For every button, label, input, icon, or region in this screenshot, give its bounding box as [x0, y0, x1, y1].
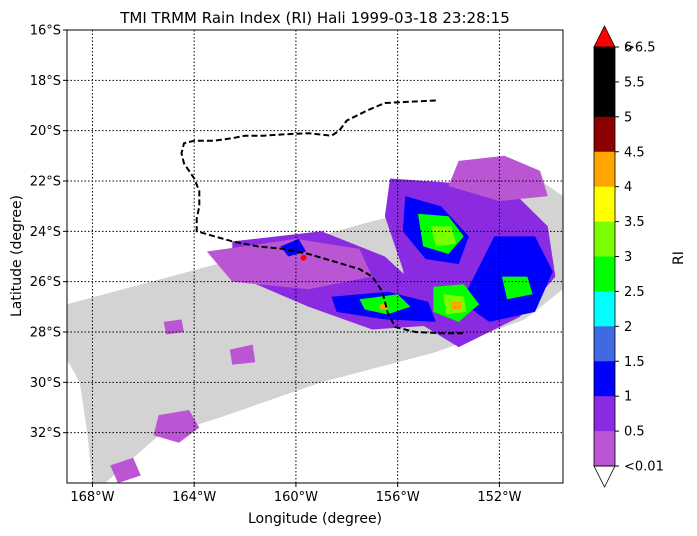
x-tick-label: 156°W [376, 490, 420, 505]
storm-track [180, 99, 467, 335]
y-tick-label: 20°S [30, 124, 61, 139]
x-axis-ticks: 168°W 164°W 160°W 156°W 152°W [70, 483, 522, 505]
colorbar-segment [594, 291, 615, 327]
plot-frame [66, 29, 564, 484]
rain-region [153, 410, 200, 443]
x-tick-label: 160°W [274, 490, 318, 505]
colorbar-label: 4 [624, 180, 632, 195]
colorbar-label: 5 [624, 110, 632, 125]
rain-region [229, 344, 256, 365]
y-tick-label: 28°S [30, 326, 61, 341]
rain-layer [110, 155, 556, 483]
colorbar-label: 0.5 [624, 425, 645, 440]
y-tick-label: 26°S [30, 275, 61, 290]
chart-title: TMI TRMM Rain Index (RI) Hali 1999-03-18… [119, 9, 510, 27]
colorbar-label: 5.5 [624, 75, 645, 90]
colorbar-segment [594, 396, 615, 432]
rain-region [110, 457, 141, 483]
track-layer [180, 99, 467, 335]
storm-position-marker [300, 254, 307, 261]
y-tick-label: 24°S [30, 225, 61, 240]
y-axis-title: Latitude (degree) [9, 195, 25, 317]
colorbar-segment [594, 47, 615, 83]
colorbar-label: 1 [624, 390, 632, 405]
colorbar-segment [594, 431, 615, 467]
colorbar-label: 6 [624, 41, 632, 56]
y-tick-label: 22°S [30, 175, 61, 190]
x-axis-title: Longitude (degree) [248, 511, 382, 527]
x-tick-label: 152°W [477, 490, 521, 505]
colorbar-segment [594, 256, 615, 292]
colorbar-label: <0.01 [624, 460, 664, 475]
x-tick-label: 168°W [70, 490, 114, 505]
colorbar-segment [594, 81, 615, 118]
y-tick-label: 16°S [30, 24, 61, 39]
rain-region [206, 238, 373, 290]
y-tick-label: 32°S [30, 426, 61, 441]
colorbar-over-triangle [593, 25, 616, 48]
rain-region [163, 319, 184, 335]
colorbar-segment [594, 326, 615, 362]
colorbar-segment [594, 221, 615, 257]
colorbar-label: 4.5 [624, 145, 645, 160]
x-tick-label: 164°W [172, 490, 216, 505]
colorbar-label: 3 [624, 250, 632, 265]
colorbar-title: RI [671, 251, 687, 265]
colorbar-segment [594, 151, 615, 188]
colorbar-label: >6.5 [624, 41, 656, 56]
rain-region [448, 155, 548, 202]
colorbar-label: 2.5 [624, 285, 645, 300]
rain-region [502, 276, 533, 300]
colorbar-label: 2 [624, 320, 632, 335]
colorbar-segment [594, 361, 615, 397]
colorbar-under-triangle [593, 465, 616, 488]
colorbar-segment [594, 116, 615, 153]
y-tick-label: 30°S [30, 376, 61, 391]
colorbar: <0.01 0.5 1 1.5 2 2.5 3 3.5 4 4.5 5 5.5 6>6.5 [593, 25, 664, 488]
colorbar-label: 1.5 [624, 355, 645, 370]
rain-region [451, 301, 462, 310]
y-tick-label: 18°S [30, 74, 61, 89]
colorbar-segment [594, 186, 615, 223]
y-axis-ticks: 16°S 18°S 20°S 22°S 24°S 26°S 28°S 30°S 32°S [30, 24, 67, 441]
colorbar-label: 3.5 [624, 215, 645, 230]
